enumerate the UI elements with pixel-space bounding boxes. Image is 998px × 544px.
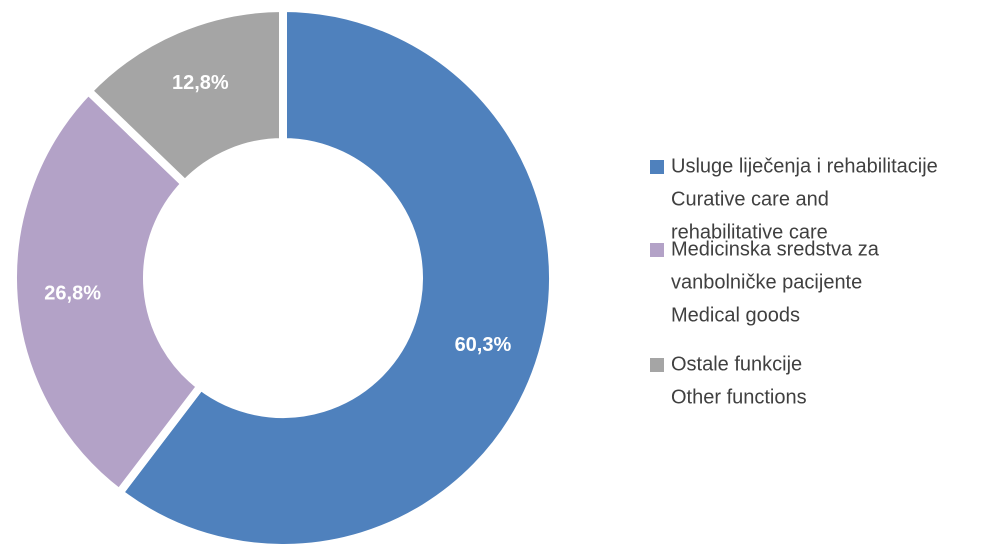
legend-label: Usluge liječenja i rehabilitacije xyxy=(671,155,938,177)
donut-slice xyxy=(82,3,287,190)
legend-swatch xyxy=(650,160,664,174)
legend-swatch xyxy=(650,243,664,257)
donut-slice xyxy=(9,85,207,499)
data-label: 12,8% xyxy=(172,72,229,94)
legend-label: Other functions xyxy=(671,386,807,408)
legend-label: Medical goods xyxy=(671,304,800,326)
legend-label: rehabilitative care xyxy=(671,221,828,243)
data-label: 60,3% xyxy=(455,334,512,356)
legend-label: Curative care and xyxy=(671,188,829,210)
legend-label: vanbolničke pacijente xyxy=(671,271,862,293)
legend-swatch xyxy=(650,358,664,372)
data-label: 26,8% xyxy=(44,283,101,305)
legend-label: Medicinska sredstva za xyxy=(671,238,880,260)
donut-slice xyxy=(113,3,557,544)
legend-label: Ostale funkcije xyxy=(671,353,802,375)
